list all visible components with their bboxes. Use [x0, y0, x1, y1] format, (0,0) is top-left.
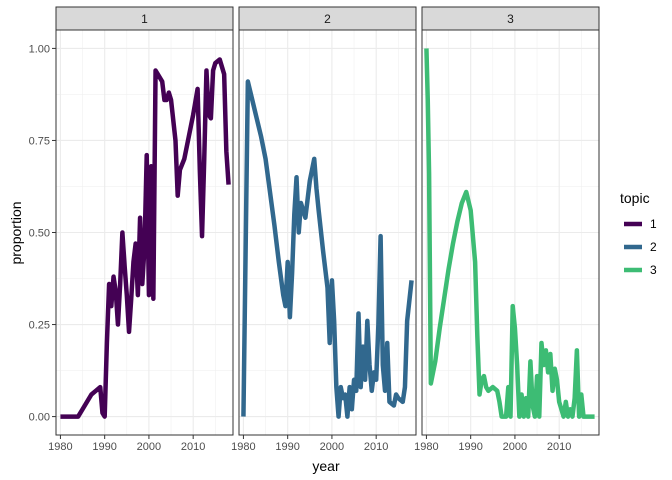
- facet-panel-3: 3 1980 1990 2000 2010: [414, 6, 600, 453]
- x-tick-label: 1980: [231, 441, 255, 453]
- x-tick-label: 1980: [48, 441, 72, 453]
- facet-strip-label: 2: [324, 12, 331, 26]
- major-gridlines: [239, 30, 416, 435]
- y-axis-title: proportion: [8, 201, 24, 264]
- series-line-topic-1: [60, 57, 231, 419]
- legend: topic 1 2 3: [620, 190, 657, 277]
- x-tick-label: 2000: [503, 441, 527, 453]
- y-tick-label: 0.00: [29, 412, 50, 424]
- y-tick-label: 0.75: [29, 135, 50, 147]
- legend-label: 2: [650, 240, 657, 254]
- facet-strip-label: 1: [141, 12, 148, 26]
- series-line-topic-3: [424, 48, 595, 419]
- x-axis-title: year: [312, 458, 340, 474]
- legend-item-2: 2: [624, 240, 657, 254]
- legend-item-1: 1: [624, 217, 657, 231]
- legend-label: 1: [650, 217, 657, 231]
- y-tick-label: 0.50: [29, 228, 50, 240]
- x-tick-label: 1990: [92, 441, 116, 453]
- x-tick-label: 2010: [181, 441, 205, 453]
- x-tick-label: 1990: [458, 441, 482, 453]
- x-tick-label: 1980: [414, 441, 438, 453]
- y-tick-label: 0.25: [29, 320, 50, 332]
- x-tick-label: 2000: [320, 441, 344, 453]
- x-tick-label: 2010: [547, 441, 571, 453]
- panel-border: [421, 29, 600, 436]
- facet-panel-1: 1 1980 1990 2000 2010 0.00 0.25 0.50 0.75 1.00: [29, 6, 234, 453]
- facet-panel-2: 2 1980 1990 2000 2010: [231, 6, 417, 453]
- y-tick-label: 1.00: [29, 43, 50, 55]
- facet-panels: 1 1980 1990 2000 2010 0.00 0.25 0.50 0.75 1.00 2 19…: [29, 6, 600, 453]
- panel-border: [238, 29, 417, 436]
- x-tick-label: 2000: [137, 441, 161, 453]
- x-tick-label: 1990: [275, 441, 299, 453]
- legend-item-3: 3: [624, 263, 657, 277]
- x-tick-label: 2010: [364, 441, 388, 453]
- legend-title: topic: [620, 190, 650, 206]
- series-line-topic-2: [241, 79, 414, 419]
- legend-label: 3: [650, 263, 657, 277]
- facet-strip-label: 3: [507, 12, 514, 26]
